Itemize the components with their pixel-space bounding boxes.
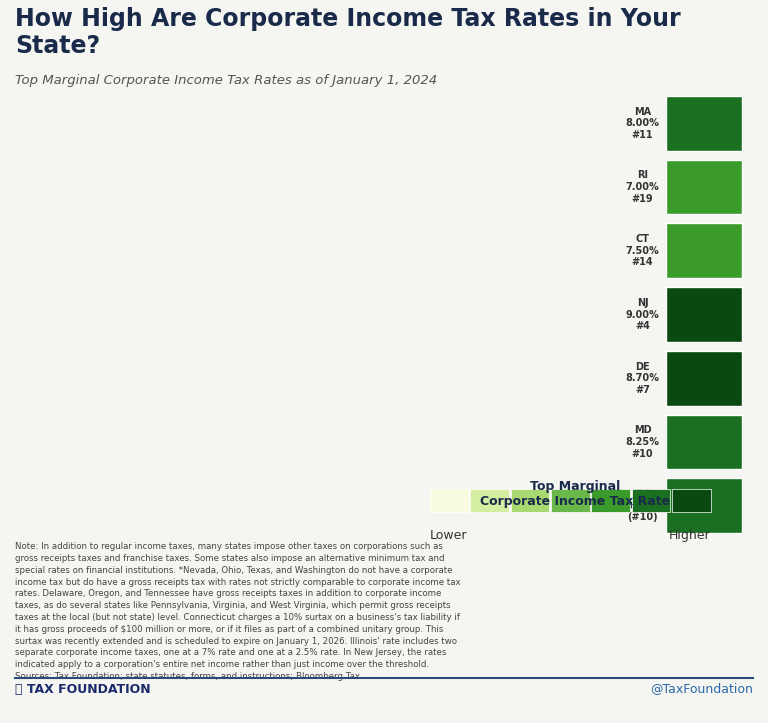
Text: MD
8.25%
#10: MD 8.25% #10 bbox=[625, 425, 660, 458]
Text: CT
7.50%
#14: CT 7.50% #14 bbox=[626, 234, 660, 268]
Text: 🔵 TAX FOUNDATION: 🔵 TAX FOUNDATION bbox=[15, 683, 151, 696]
Bar bbox=[511, 489, 549, 512]
Bar bbox=[666, 287, 742, 342]
Text: RI
7.00%
#19: RI 7.00% #19 bbox=[626, 171, 660, 204]
Text: Note: In addition to regular income taxes, many states impose other taxes on cor: Note: In addition to regular income taxe… bbox=[15, 542, 461, 681]
Bar bbox=[666, 415, 742, 469]
Bar bbox=[672, 489, 710, 512]
Text: MA
8.00%
#11: MA 8.00% #11 bbox=[625, 106, 660, 140]
Bar bbox=[666, 479, 742, 533]
Text: DC
8.25%
(#10): DC 8.25% (#10) bbox=[625, 489, 660, 523]
Bar bbox=[666, 351, 742, 406]
Text: How High Are Corporate Income Tax Rates in Your
State?: How High Are Corporate Income Tax Rates … bbox=[15, 7, 681, 58]
Bar bbox=[591, 489, 630, 512]
Text: Higher: Higher bbox=[669, 529, 710, 542]
Text: @TaxFoundation: @TaxFoundation bbox=[650, 683, 753, 696]
Bar bbox=[551, 489, 590, 512]
Bar bbox=[666, 96, 742, 150]
Text: Top Marginal Corporate Income Tax Rates as of January 1, 2024: Top Marginal Corporate Income Tax Rates … bbox=[15, 74, 438, 87]
Text: NJ
9.00%
#4: NJ 9.00% #4 bbox=[626, 298, 660, 331]
Bar bbox=[430, 489, 468, 512]
Bar bbox=[631, 489, 670, 512]
Text: DE
8.70%
#7: DE 8.70% #7 bbox=[625, 362, 660, 395]
Bar bbox=[666, 160, 742, 214]
Text: Top Marginal
Corporate Income Tax Rate: Top Marginal Corporate Income Tax Rate bbox=[480, 480, 670, 508]
Text: Lower: Lower bbox=[430, 529, 468, 542]
Bar bbox=[470, 489, 509, 512]
Bar bbox=[666, 223, 742, 278]
